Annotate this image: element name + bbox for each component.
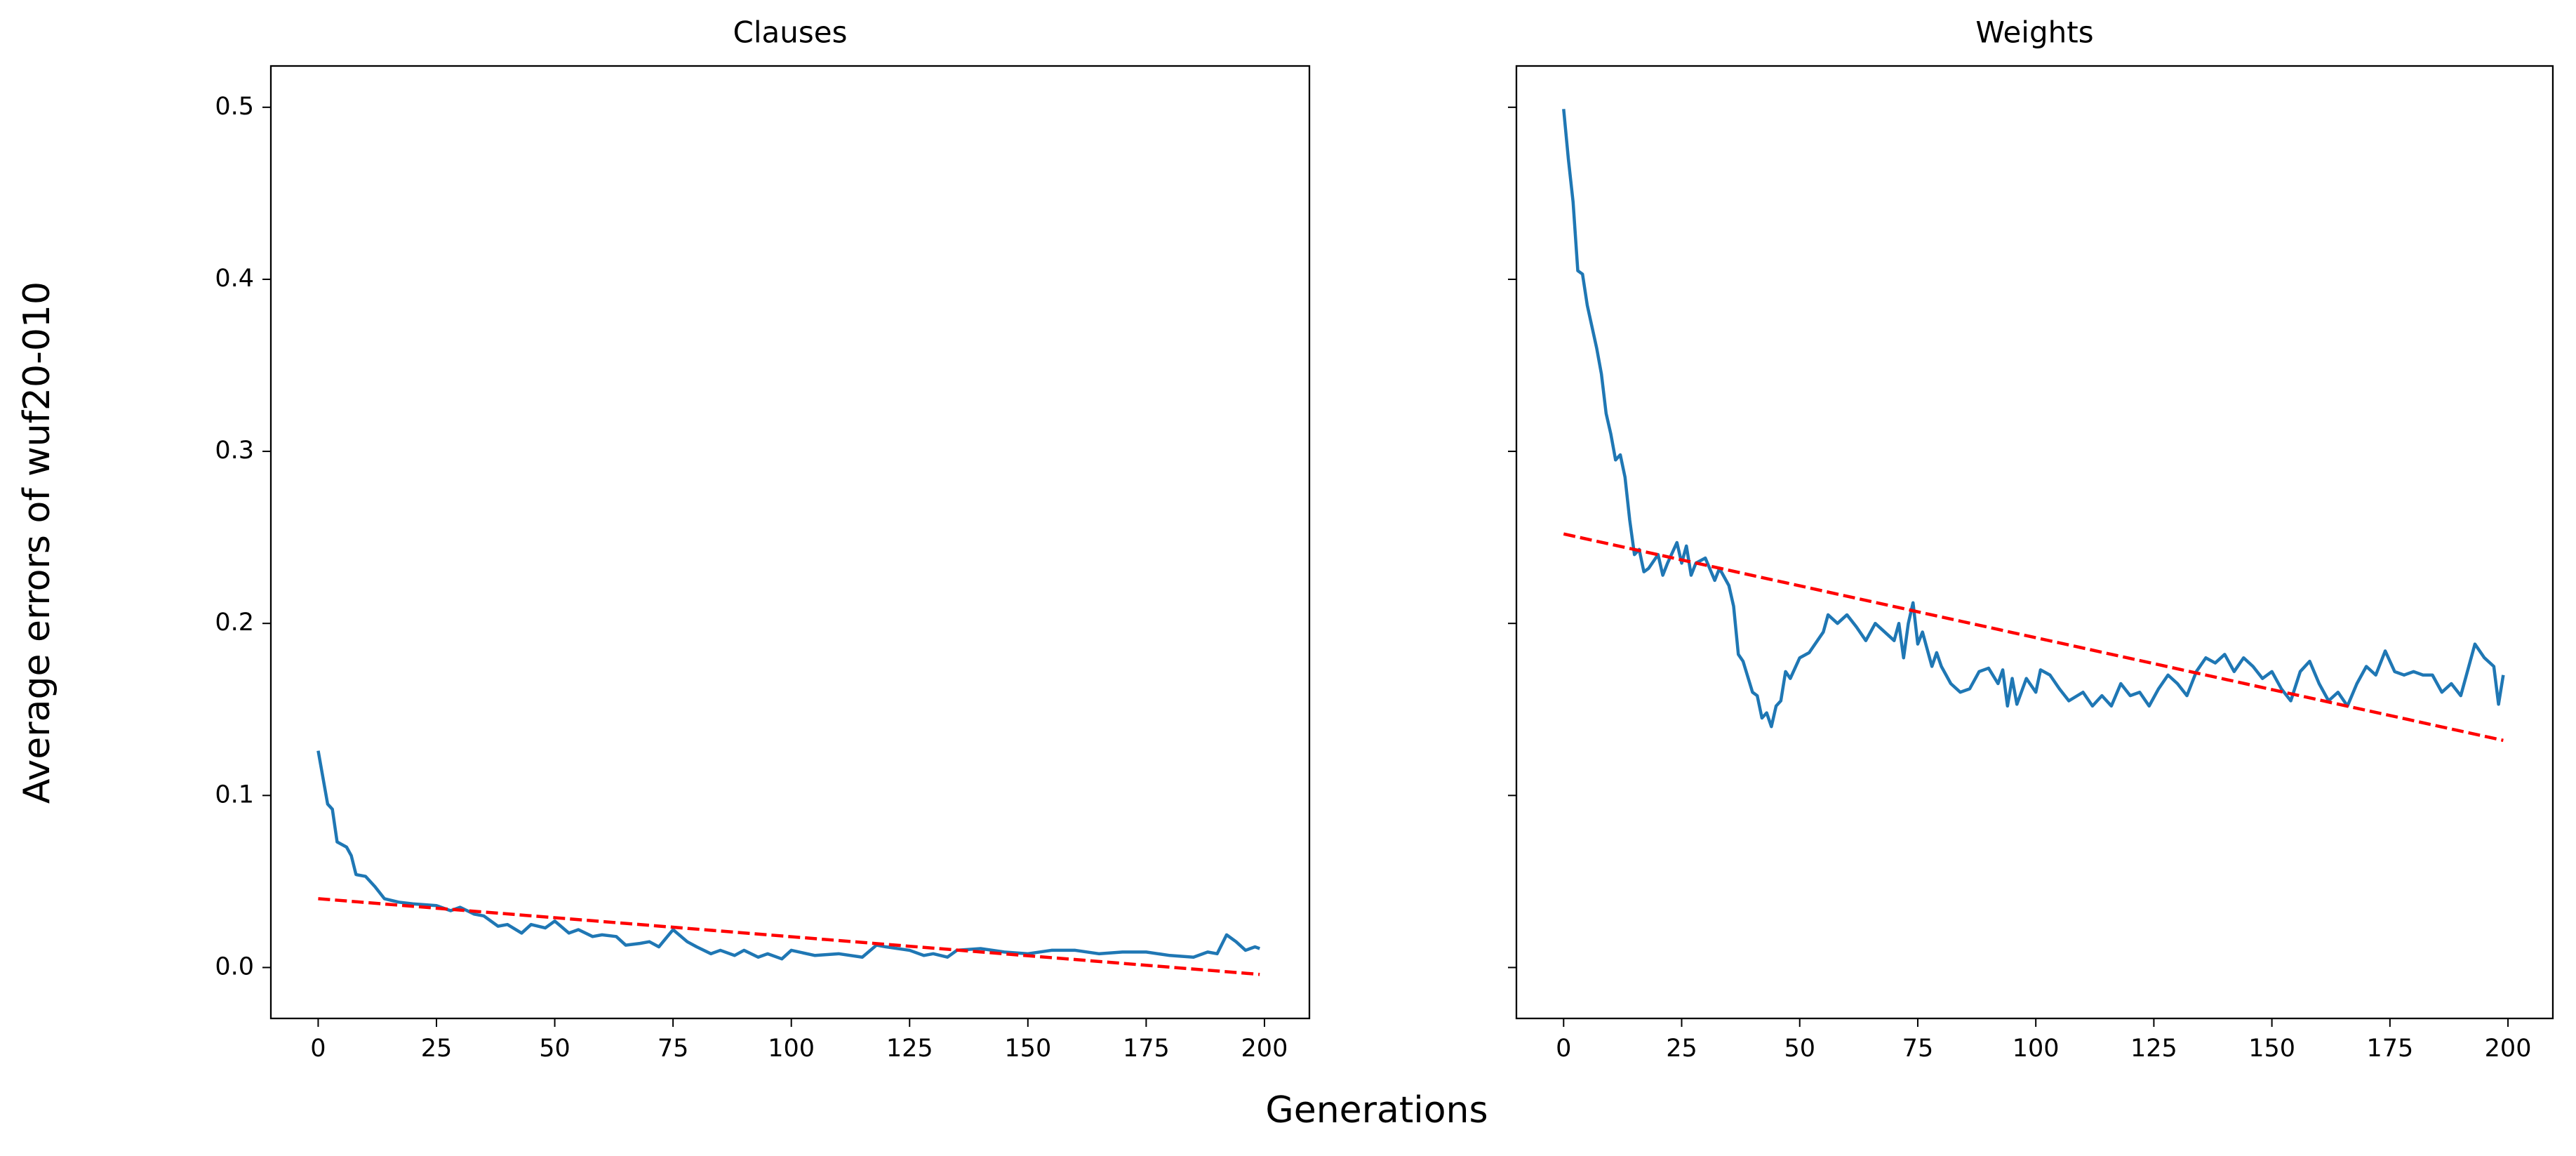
plot-frame xyxy=(269,65,1311,1020)
x-axis-label: Generations xyxy=(1265,1089,1488,1131)
y-tick-label: 0.0 xyxy=(215,952,254,981)
data-line xyxy=(1563,532,2504,743)
data-line xyxy=(316,750,1260,961)
x-tick-label: 125 xyxy=(2130,1035,2177,1063)
data-line xyxy=(318,897,1260,976)
x-tick-label: 0 xyxy=(310,1035,326,1063)
x-tick-label: 175 xyxy=(2366,1035,2413,1063)
y-axis-label: Average errors of wuf20-010 xyxy=(16,281,58,804)
x-tick-label: 0 xyxy=(1556,1035,1571,1063)
x-tick-label: 150 xyxy=(2248,1035,2295,1063)
y-tick-label: 0.1 xyxy=(215,780,254,809)
x-tick-label: 175 xyxy=(1123,1035,1170,1063)
x-tick-label: 25 xyxy=(421,1035,453,1063)
x-tick-label: 125 xyxy=(886,1035,933,1063)
x-tick-label: 150 xyxy=(1004,1035,1051,1063)
x-tick-label: 75 xyxy=(1902,1035,1934,1063)
x-tick-label: 200 xyxy=(1241,1035,1288,1063)
x-tick-label: 100 xyxy=(768,1035,815,1063)
plot-frame xyxy=(1515,65,2554,1020)
x-tick-label: 50 xyxy=(539,1035,570,1063)
x-tick-label: 50 xyxy=(1784,1035,1815,1063)
chart-title: Weights xyxy=(1975,15,2093,50)
x-tick-label: 100 xyxy=(2013,1035,2060,1063)
y-tick-label: 0.3 xyxy=(215,437,254,465)
x-tick-label: 25 xyxy=(1666,1035,1697,1063)
x-tick-label: 75 xyxy=(658,1035,689,1063)
y-tick-label: 0.4 xyxy=(215,265,254,293)
y-tick-label: 0.5 xyxy=(215,93,254,121)
data-line xyxy=(1562,109,2505,729)
y-tick-label: 0.2 xyxy=(215,609,254,637)
x-tick-label: 200 xyxy=(2485,1035,2532,1063)
chart-title: Clauses xyxy=(733,15,848,50)
